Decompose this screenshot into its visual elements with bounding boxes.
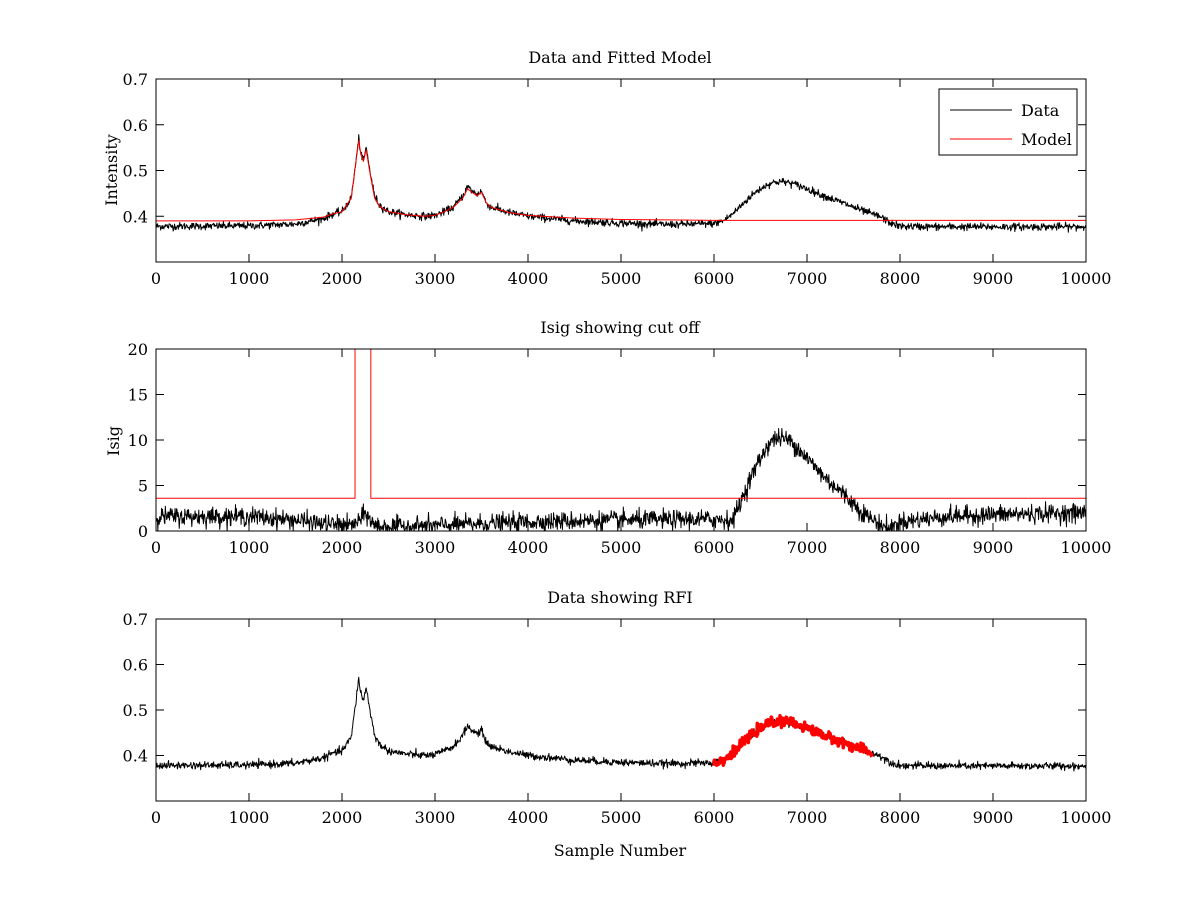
y-tick-label: 0.7: [123, 610, 148, 629]
x-tick-label: 4000: [508, 808, 549, 827]
x-tick-label: 5000: [601, 538, 642, 557]
x-tick-label: 3000: [415, 808, 456, 827]
series-layer: [156, 349, 1086, 531]
x-tick-label: 6000: [694, 538, 735, 557]
y-tick-label: 10: [128, 431, 148, 450]
panel-title: Data and Fitted Model: [528, 48, 711, 67]
y-axis-label: Intensity: [102, 134, 121, 206]
x-tick-label: 1000: [229, 538, 270, 557]
x-tick-label: 8000: [880, 538, 921, 557]
x-tick-label: 5000: [601, 808, 642, 827]
y-tick-label: 15: [128, 386, 148, 405]
series-line-0: [156, 676, 1086, 772]
tick-layer: 0 1000 2000 3000 4000 5000 6000 7000 8000 9000 100…: [123, 610, 1112, 827]
series-line-model: [156, 140, 1086, 222]
y-axis-label: Isig: [104, 426, 123, 456]
x-tick-label: 8000: [880, 808, 921, 827]
x-tick-label: 4000: [508, 538, 549, 557]
x-axis-label: Sample Number: [554, 841, 687, 860]
x-tick-label: 10000: [1061, 269, 1112, 288]
x-tick-label: 6000: [694, 808, 735, 827]
panel-title: Isig showing cut off: [540, 318, 701, 337]
x-tick-label: 3000: [415, 538, 456, 557]
x-tick-label: 6000: [694, 269, 735, 288]
panel-isig-showing-cut-off: Isig showing cut off Isig 0 1000 2000 3000 4…: [104, 318, 1111, 557]
x-tick-label: 9000: [973, 538, 1014, 557]
series-layer: [156, 134, 1086, 233]
y-tick-label: 0.6: [123, 656, 148, 675]
x-tick-label: 9000: [973, 808, 1014, 827]
x-tick-label: 2000: [322, 269, 363, 288]
x-tick-label: 3000: [415, 269, 456, 288]
x-tick-label: 2000: [322, 808, 363, 827]
x-tick-label: 10000: [1061, 538, 1112, 557]
legend-label-data: Data: [1021, 101, 1060, 120]
y-tick-label: 0.5: [123, 162, 148, 181]
y-tick-label: 20: [128, 340, 148, 359]
tick-layer: 0 1000 2000 3000 4000 5000 6000 7000 8000 9000 100…: [123, 70, 1112, 288]
x-tick-label: 2000: [322, 538, 363, 557]
x-tick-label: 0: [151, 808, 161, 827]
y-tick-label: 0.4: [123, 207, 148, 226]
axes-box: [155, 618, 1087, 802]
y-tick-label: 0.6: [123, 116, 148, 135]
x-tick-label: 1000: [229, 808, 270, 827]
x-tick-label: 7000: [787, 808, 828, 827]
series-layer: [156, 676, 1086, 772]
x-tick-label: 8000: [880, 269, 921, 288]
series-line-1: [712, 713, 874, 767]
legend-box: [938, 88, 1078, 156]
y-tick-label: 5: [138, 477, 148, 496]
axes-box: [155, 78, 1087, 263]
legend: Data Model: [938, 88, 1078, 156]
x-tick-label: 0: [151, 269, 161, 288]
x-tick-label: 7000: [787, 269, 828, 288]
legend-label-model: Model: [1021, 130, 1072, 149]
x-tick-label: 7000: [787, 538, 828, 557]
axes-box: [155, 348, 1087, 532]
panel-data-and-fitted-model: Data and Fitted Model Intensity 0 1000 200…: [102, 48, 1111, 288]
panel-title: Data showing RFI: [547, 588, 692, 607]
x-tick-label: 10000: [1061, 808, 1112, 827]
x-tick-label: 4000: [508, 269, 549, 288]
x-tick-label: 1000: [229, 269, 270, 288]
panel-data-showing-rfi: Data showing RFI Sample Number 0 1000 2000…: [123, 588, 1112, 860]
series-line-0: [156, 427, 1086, 531]
y-tick-label: 0.5: [123, 701, 148, 720]
y-tick-label: 0.7: [123, 70, 148, 89]
y-tick-label: 0: [138, 522, 148, 541]
x-tick-label: 9000: [973, 269, 1014, 288]
series-line-data: [156, 134, 1086, 233]
x-tick-label: 5000: [601, 269, 642, 288]
series-line-1: [156, 349, 1086, 499]
x-tick-label: 0: [151, 538, 161, 557]
y-tick-label: 0.4: [123, 747, 148, 766]
tick-layer: 0 1000 2000 3000 4000 5000 6000 7000 8000 9000 100…: [128, 340, 1112, 557]
